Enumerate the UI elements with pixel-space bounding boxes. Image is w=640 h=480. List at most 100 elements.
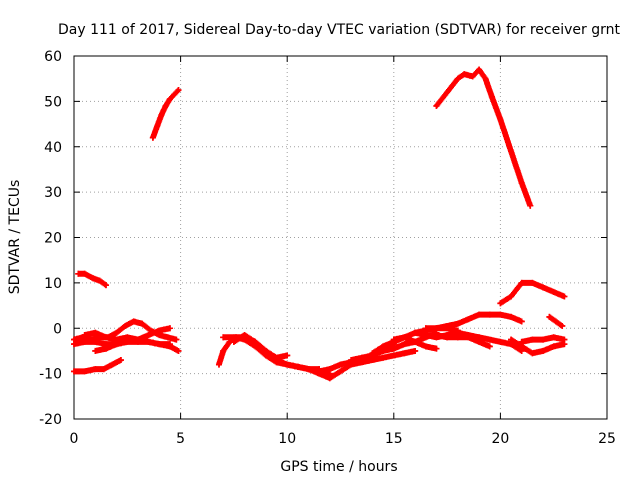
series-arc-17: [412, 329, 525, 354]
data-point: [241, 332, 248, 339]
data-point: [139, 320, 146, 327]
data-point: [92, 347, 99, 354]
data-point: [444, 322, 451, 329]
data-series: [71, 66, 568, 382]
axis-ticks: [73, 55, 608, 420]
data-point: [518, 279, 525, 286]
data-point: [252, 338, 259, 345]
data-point: [154, 123, 161, 130]
data-point: [433, 332, 440, 339]
data-point: [96, 277, 103, 284]
data-point: [81, 368, 88, 375]
y-tick-label: 0: [53, 321, 62, 337]
data-point: [508, 293, 515, 300]
data-point: [422, 332, 429, 339]
data-point: [518, 338, 525, 345]
data-point: [122, 322, 129, 329]
data-point: [316, 368, 323, 375]
data-point: [71, 341, 77, 348]
y-tick-labels: -20 -10 0 10 20 30 40 50 60: [39, 49, 62, 428]
data-point: [273, 357, 280, 364]
data-point: [90, 275, 97, 282]
series-arc-2: [75, 270, 109, 289]
data-point: [92, 338, 99, 345]
series-arc-19: [433, 66, 534, 209]
series-markers: [71, 357, 124, 375]
data-point: [433, 325, 440, 332]
y-tick-label: 50: [44, 94, 62, 110]
data-point: [149, 134, 156, 141]
data-point: [454, 75, 461, 82]
y-tick-label: 10: [44, 276, 62, 292]
y-tick-label: -20: [39, 412, 62, 428]
data-point: [508, 148, 515, 155]
data-point: [529, 350, 536, 357]
data-point: [294, 363, 301, 370]
data-point: [552, 318, 559, 325]
data-point: [166, 96, 173, 103]
data-point: [540, 347, 547, 354]
data-point: [175, 87, 182, 94]
data-point: [461, 71, 468, 78]
data-point: [550, 334, 557, 341]
data-point: [454, 334, 461, 341]
data-point: [284, 352, 291, 359]
series-markers: [433, 66, 534, 209]
data-point: [220, 334, 227, 341]
data-point: [134, 336, 141, 343]
x-tick-label: 25: [598, 431, 616, 447]
data-point: [156, 327, 163, 334]
data-point: [433, 102, 440, 109]
data-point: [305, 366, 312, 373]
x-tick-label: 10: [278, 431, 296, 447]
data-point: [164, 334, 171, 341]
data-point: [482, 75, 489, 82]
data-point: [518, 180, 525, 187]
data-point: [358, 354, 365, 361]
data-point: [465, 316, 472, 323]
x-tick-label: 0: [70, 431, 79, 447]
data-point: [81, 332, 88, 339]
data-point: [486, 343, 493, 350]
data-point: [113, 329, 120, 336]
data-point: [401, 350, 408, 357]
data-point: [412, 329, 419, 336]
series-arc-7: [149, 87, 182, 141]
data-point: [540, 284, 547, 291]
data-point: [113, 341, 120, 348]
data-point: [348, 357, 355, 364]
data-point: [550, 288, 557, 295]
data-point: [412, 347, 419, 354]
data-point: [497, 116, 504, 123]
data-point: [102, 334, 109, 341]
data-point: [465, 334, 472, 341]
data-point: [369, 350, 376, 357]
data-point: [100, 366, 107, 373]
data-point: [412, 338, 419, 345]
data-point: [390, 336, 397, 343]
data-point: [422, 343, 429, 350]
data-point: [166, 343, 173, 350]
data-point: [145, 338, 152, 345]
data-point: [508, 313, 515, 320]
data-point: [508, 336, 515, 343]
data-point: [215, 361, 222, 368]
data-point: [444, 334, 451, 341]
data-point: [390, 345, 397, 352]
data-point: [497, 300, 504, 307]
data-point: [454, 320, 461, 327]
data-point: [497, 338, 504, 345]
data-point: [546, 313, 553, 320]
data-point: [390, 352, 397, 359]
y-tick-label: -10: [39, 367, 62, 383]
series-arc-6: [92, 336, 182, 354]
data-point: [380, 354, 387, 361]
series-arc-22: [518, 334, 568, 345]
data-point: [529, 279, 536, 286]
y-tick-label: 60: [44, 49, 62, 65]
data-point: [518, 318, 525, 325]
chart-title: Day 111 of 2017, Sidereal Day-to-day VTE…: [58, 22, 620, 38]
data-point: [124, 336, 131, 343]
data-point: [156, 341, 163, 348]
data-point: [486, 336, 493, 343]
